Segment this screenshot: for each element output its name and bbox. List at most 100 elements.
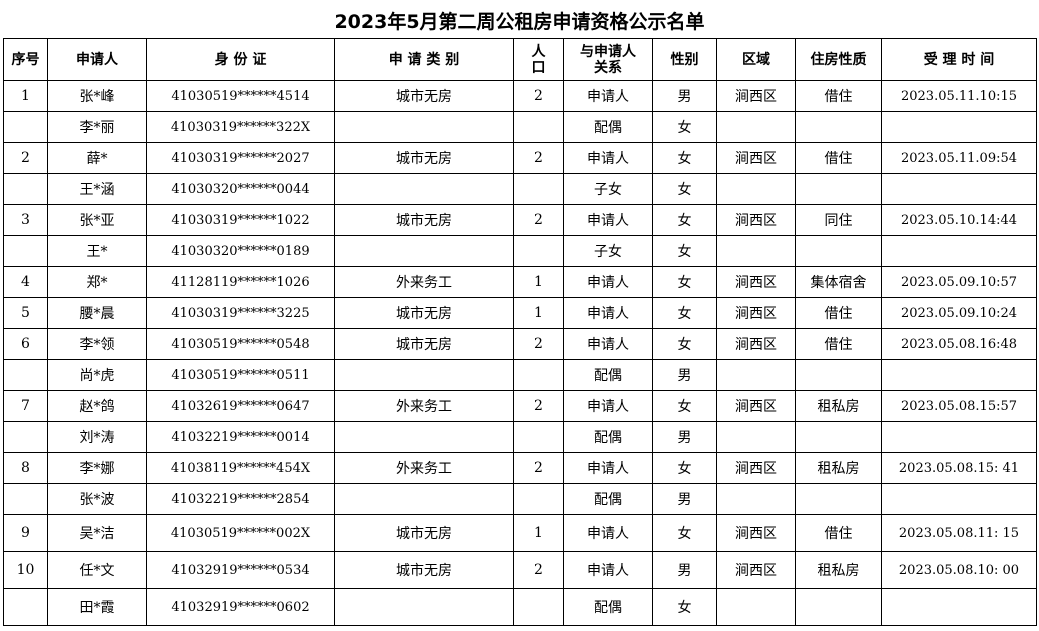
cell-category (334, 588, 514, 626)
cell-accept-time (881, 359, 1037, 391)
cell-id-number: 41032919******0602 (146, 588, 335, 626)
cell-gender: 女 (652, 328, 717, 360)
header-accept-time: 受 理 时 间 (881, 38, 1037, 81)
cell-relation: 申请人 (563, 551, 653, 589)
cell-seq: 5 (3, 297, 48, 329)
cell-housing-type: 借住 (795, 297, 882, 329)
cell-category (334, 173, 514, 205)
cell-gender: 女 (652, 588, 717, 626)
cell-seq: 6 (3, 328, 48, 360)
cell-district (716, 111, 796, 143)
cell-accept-time: 2023.05.08.16:48 (881, 328, 1037, 360)
cell-category: 外来务工 (334, 390, 514, 422)
cell-category: 城市无房 (334, 328, 514, 360)
cell-id-number: 41030319******322X (146, 111, 335, 143)
cell-accept-time: 2023.05.08.11: 15 (881, 514, 1037, 552)
cell-seq (3, 483, 48, 515)
cell-district: 涧西区 (716, 452, 796, 484)
cell-accept-time: 2023.05.11.09:54 (881, 142, 1037, 174)
cell-applicant: 吴*洁 (47, 514, 147, 552)
cell-relation: 申请人 (563, 266, 653, 298)
cell-accept-time: 2023.05.10.14:44 (881, 204, 1037, 236)
cell-gender: 女 (652, 173, 717, 205)
cell-housing-type (795, 421, 882, 453)
cell-seq: 8 (3, 452, 48, 484)
cell-accept-time (881, 421, 1037, 453)
cell-housing-type: 租私房 (795, 390, 882, 422)
cell-housing-type: 租私房 (795, 452, 882, 484)
table-row: 10 任*文 41032919******0534 城市无房 2 申请人男涧西区 租私房 20… (3, 551, 1037, 589)
cell-category (334, 235, 514, 267)
cell-district: 涧西区 (716, 328, 796, 360)
cell-housing-type (795, 235, 882, 267)
cell-relation: 申请人 (563, 514, 653, 552)
cell-seq (3, 173, 48, 205)
cell-household-size (513, 588, 564, 626)
table-row: 田*霞 41032919******0602 配偶女 (3, 588, 1037, 626)
page-title: 2023年5月第二周公租房申请资格公示名单 (334, 11, 705, 33)
cell-category: 城市无房 (334, 204, 514, 236)
cell-accept-time (881, 111, 1037, 143)
cell-accept-time (881, 588, 1037, 626)
header-relation: 与申请人 关系 (563, 38, 653, 81)
cell-id-number: 41030320******0044 (146, 173, 335, 205)
cell-household-size: 1 (513, 266, 564, 298)
cell-housing-type (795, 173, 882, 205)
cell-accept-time: 2023.05.08.10: 00 (881, 551, 1037, 589)
cell-relation: 配偶 (563, 588, 653, 626)
cell-relation: 配偶 (563, 483, 653, 515)
header-category: 申 请 类 别 (334, 38, 514, 81)
table-row: 1 张*峰 41030519******4514 城市无房 2 申请人男涧西区 借住 2023… (3, 80, 1037, 112)
cell-id-number: 41030320******0189 (146, 235, 335, 267)
cell-household-size: 1 (513, 297, 564, 329)
cell-applicant: 李*领 (47, 328, 147, 360)
cell-gender: 男 (652, 483, 717, 515)
cell-category (334, 483, 514, 515)
cell-seq (3, 359, 48, 391)
cell-seq: 7 (3, 390, 48, 422)
cell-household-size: 2 (513, 551, 564, 589)
cell-housing-type: 租私房 (795, 551, 882, 589)
cell-district (716, 483, 796, 515)
cell-housing-type: 集体宿舍 (795, 266, 882, 298)
cell-applicant: 李*丽 (47, 111, 147, 143)
cell-housing-type: 借住 (795, 80, 882, 112)
cell-gender: 女 (652, 111, 717, 143)
cell-housing-type: 同住 (795, 204, 882, 236)
table-row: 刘*涛 41032219******0014 配偶男 (3, 421, 1037, 453)
cell-accept-time: 2023.05.08.15: 41 (881, 452, 1037, 484)
cell-district: 涧西区 (716, 80, 796, 112)
header-household-size: 人 口 (513, 38, 564, 81)
cell-id-number: 41128119******1026 (146, 266, 335, 298)
table-row: 张*波 41032219******2854 配偶男 (3, 483, 1037, 515)
cell-relation: 配偶 (563, 359, 653, 391)
cell-applicant: 王* (47, 235, 147, 267)
cell-housing-type (795, 111, 882, 143)
header-applicant: 申请人 (47, 38, 147, 81)
cell-gender: 女 (652, 390, 717, 422)
cell-district (716, 421, 796, 453)
cell-id-number: 41032619******0647 (146, 390, 335, 422)
cell-household-size (513, 111, 564, 143)
cell-accept-time: 2023.05.09.10:57 (881, 266, 1037, 298)
cell-applicant: 张*波 (47, 483, 147, 515)
cell-category: 城市无房 (334, 551, 514, 589)
cell-gender: 女 (652, 452, 717, 484)
cell-household-size: 2 (513, 390, 564, 422)
cell-district (716, 588, 796, 626)
cell-district (716, 359, 796, 391)
cell-applicant: 任*文 (47, 551, 147, 589)
table-row: 5 腰*晨 41030319******3225 城市无房 1 申请人女涧西区 借住 2023… (3, 297, 1037, 329)
header-gender: 性别 (652, 38, 717, 81)
cell-relation: 申请人 (563, 328, 653, 360)
cell-seq (3, 235, 48, 267)
cell-accept-time: 2023.05.11.10:15 (881, 80, 1037, 112)
cell-district: 涧西区 (716, 551, 796, 589)
cell-applicant: 李*娜 (47, 452, 147, 484)
cell-category: 外来务工 (334, 452, 514, 484)
cell-id-number: 41032219******0014 (146, 421, 335, 453)
cell-household-size: 2 (513, 328, 564, 360)
cell-applicant: 郑* (47, 266, 147, 298)
cell-household-size (513, 173, 564, 205)
table-row: 李*丽 41030319******322X 配偶女 (3, 111, 1037, 143)
